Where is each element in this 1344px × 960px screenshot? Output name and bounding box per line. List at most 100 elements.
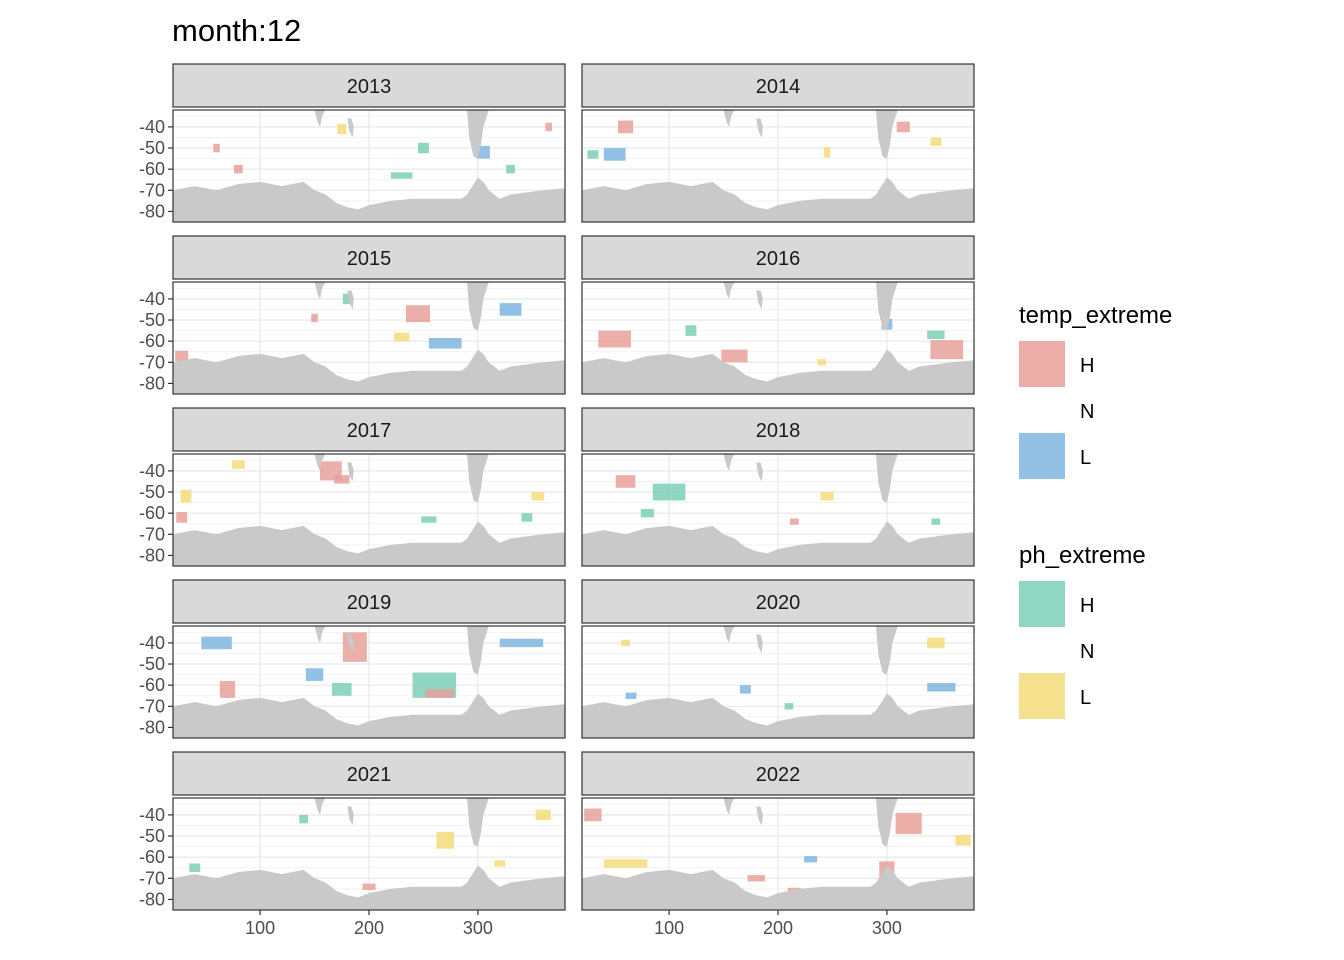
land-antarctica bbox=[173, 865, 565, 910]
extreme-patch-ph-H bbox=[189, 863, 201, 872]
extreme-patch-ph-L bbox=[337, 123, 347, 135]
extreme-patch-ph-L bbox=[955, 834, 971, 846]
land-antarctica bbox=[582, 521, 974, 566]
land-madagascar bbox=[347, 462, 354, 482]
extreme-patch-temp-H bbox=[896, 121, 910, 133]
panel-border bbox=[581, 109, 975, 223]
legend-label: H bbox=[1080, 595, 1094, 617]
extreme-patch-temp-H bbox=[425, 689, 454, 698]
land-africa bbox=[314, 110, 326, 127]
facet-strip-label: 2019 bbox=[347, 592, 392, 614]
y-tick-label: -60 bbox=[139, 503, 165, 523]
panel-2018: 2018 bbox=[581, 407, 975, 567]
facet-strip bbox=[581, 63, 975, 108]
extreme-patch-temp-H bbox=[789, 518, 799, 525]
land-madagascar bbox=[756, 806, 763, 826]
land-south-america bbox=[876, 798, 898, 847]
extreme-patch-ph-H bbox=[931, 518, 941, 525]
extreme-patch-temp-H bbox=[175, 350, 189, 362]
land-africa bbox=[314, 798, 326, 815]
y-tick-label: -70 bbox=[139, 180, 165, 200]
extreme-patch-temp-H bbox=[930, 340, 964, 360]
land-south-america bbox=[467, 282, 489, 331]
land-antarctica bbox=[173, 349, 565, 394]
panel-2015: 2015 -40-50-60-70-80 bbox=[139, 235, 566, 395]
land-africa bbox=[723, 454, 735, 471]
extreme-patch-ph-L bbox=[531, 492, 545, 501]
extreme-patch-ph-L bbox=[180, 489, 192, 503]
land-antarctica bbox=[582, 865, 974, 910]
facet-strip-label: 2017 bbox=[347, 420, 392, 442]
extreme-patch-temp-H bbox=[176, 512, 188, 523]
extreme-patch-temp-L bbox=[476, 145, 490, 159]
extreme-patch-temp-H bbox=[311, 313, 318, 323]
extreme-patch-temp-H bbox=[342, 632, 367, 662]
y-tick-label: -50 bbox=[139, 138, 165, 158]
land-antarctica bbox=[173, 521, 565, 566]
land-south-america bbox=[876, 626, 898, 675]
facet-strip bbox=[581, 235, 975, 280]
extreme-patch-ph-H bbox=[927, 330, 945, 340]
panel-2017: 2017 -40-50-60-70-80 bbox=[139, 407, 566, 567]
extreme-patch-temp-H bbox=[219, 680, 236, 698]
legend-key bbox=[1019, 673, 1065, 719]
extreme-patch-temp-H bbox=[362, 883, 376, 890]
extreme-patch-temp-L bbox=[499, 638, 544, 648]
extreme-patch-ph-L bbox=[621, 639, 630, 647]
y-tick-label: -40 bbox=[139, 805, 165, 825]
panel-2021: 2021 -40-50-60-70-80 100 200 300 bbox=[139, 751, 566, 938]
y-tick-label: -80 bbox=[139, 373, 165, 393]
extreme-patch-temp-L bbox=[428, 338, 462, 349]
land-south-america bbox=[876, 282, 898, 331]
land-south-america bbox=[467, 110, 489, 159]
extreme-patch-temp-L bbox=[804, 856, 818, 863]
facet-strip bbox=[581, 751, 975, 796]
extreme-patch-ph-L bbox=[927, 637, 945, 649]
y-tick-label: -50 bbox=[139, 654, 165, 674]
extreme-patch-ph-H bbox=[342, 293, 352, 305]
extreme-patch-ph-L bbox=[436, 831, 454, 849]
land-south-america bbox=[876, 454, 898, 503]
land-madagascar bbox=[347, 290, 354, 310]
y-tick-label: -70 bbox=[139, 352, 165, 372]
land-madagascar bbox=[756, 462, 763, 482]
facet-strip bbox=[581, 407, 975, 452]
extreme-patch-ph-L bbox=[820, 492, 834, 501]
land-madagascar bbox=[347, 634, 354, 654]
panel-border bbox=[172, 453, 566, 567]
facet-strip-label: 2022 bbox=[756, 764, 801, 786]
land-madagascar bbox=[756, 290, 763, 310]
panel-border bbox=[581, 453, 975, 567]
legend-temp-extreme: temp_extreme H N L bbox=[1019, 302, 1172, 479]
extreme-patch-ph-H bbox=[784, 703, 794, 710]
extreme-patch-temp-L bbox=[603, 148, 626, 161]
legend-ph-extreme: ph_extreme H N L bbox=[1019, 542, 1146, 719]
legend-key bbox=[1019, 433, 1065, 479]
extreme-patch-ph-H bbox=[506, 164, 515, 174]
y-tick-label: -50 bbox=[139, 826, 165, 846]
panel-2013: 2013 -40-50-60-70-80 bbox=[139, 63, 566, 223]
land-africa bbox=[314, 626, 326, 643]
facet-strip bbox=[172, 751, 566, 796]
legend-label: L bbox=[1080, 687, 1091, 709]
y-tick-label: -80 bbox=[139, 717, 165, 737]
extreme-patch-temp-H bbox=[747, 875, 765, 882]
panel-border bbox=[581, 625, 975, 739]
land-south-america bbox=[467, 798, 489, 847]
y-tick-label: -40 bbox=[139, 289, 165, 309]
extreme-patch-temp-L bbox=[499, 303, 522, 316]
x-tick-label: 100 bbox=[654, 918, 684, 938]
land-africa bbox=[723, 110, 735, 127]
facet-strip-label: 2020 bbox=[756, 592, 801, 614]
y-tick-label: -60 bbox=[139, 159, 165, 179]
extreme-patch-ph-L bbox=[823, 146, 831, 158]
extreme-patch-temp-H bbox=[721, 349, 748, 363]
extreme-patch-temp-H bbox=[233, 164, 243, 174]
panel-2019: 2019 -40-50-60-70-80 bbox=[139, 579, 566, 739]
land-south-america bbox=[467, 626, 489, 675]
facet-strip-label: 2018 bbox=[756, 420, 801, 442]
x-tick-label: 200 bbox=[763, 918, 793, 938]
x-tick-label: 300 bbox=[872, 918, 902, 938]
land-antarctica bbox=[582, 177, 974, 222]
y-tick-label: -80 bbox=[139, 545, 165, 565]
